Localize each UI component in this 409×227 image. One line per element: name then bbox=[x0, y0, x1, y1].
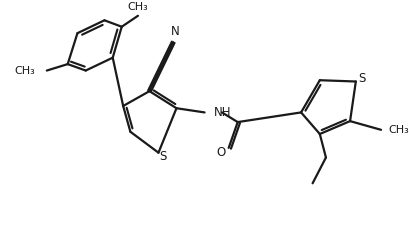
Text: CH₃: CH₃ bbox=[388, 125, 409, 135]
Text: N: N bbox=[171, 25, 179, 38]
Text: S: S bbox=[159, 150, 166, 163]
Text: O: O bbox=[216, 146, 225, 159]
Text: NH: NH bbox=[214, 106, 231, 119]
Text: CH₃: CH₃ bbox=[127, 2, 148, 12]
Text: S: S bbox=[357, 72, 364, 85]
Text: CH₃: CH₃ bbox=[14, 66, 35, 76]
